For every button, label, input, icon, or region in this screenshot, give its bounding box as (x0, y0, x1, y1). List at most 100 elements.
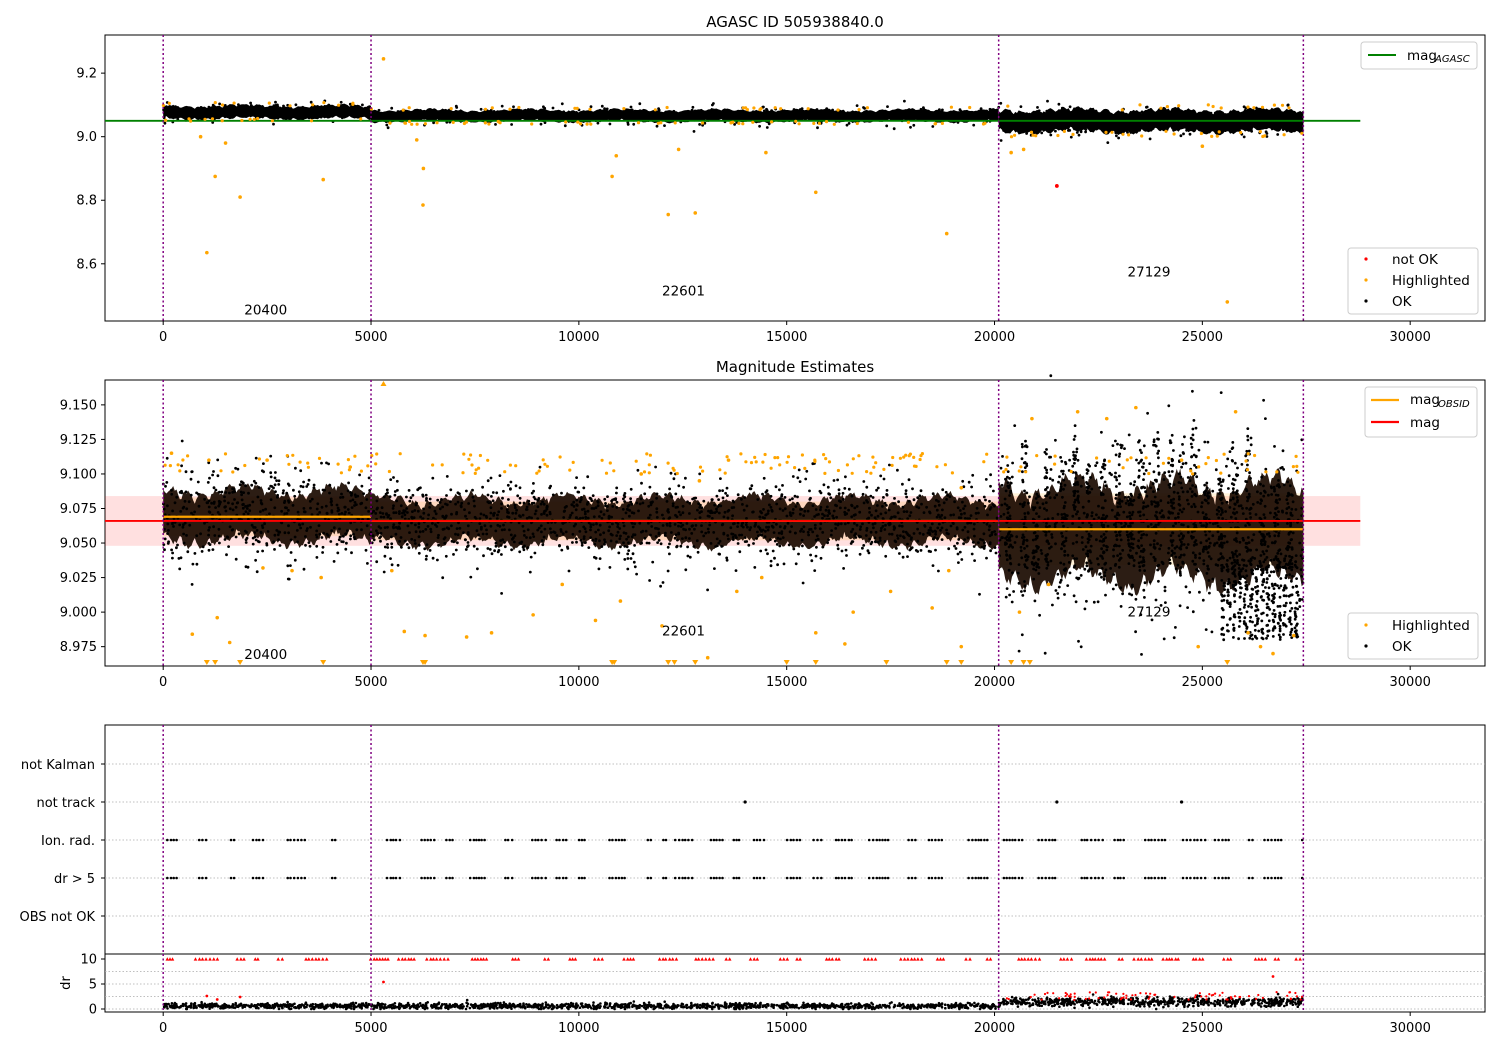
ok-point (449, 500, 452, 503)
highlighted-point (1140, 134, 1144, 138)
ok-point (1254, 586, 1257, 589)
ok-point (1139, 613, 1143, 617)
ok-point (1080, 541, 1084, 544)
ok-point (989, 473, 992, 477)
ok-point (555, 534, 559, 537)
ok-point (961, 117, 965, 120)
ok-point (876, 486, 880, 490)
ok-point (1055, 493, 1058, 497)
ok-point (940, 538, 944, 541)
ok-point (1237, 625, 1241, 628)
ok-point (415, 501, 418, 505)
ok-point (733, 123, 736, 126)
ok-point (1217, 115, 1221, 119)
ok-point (949, 524, 953, 528)
ok-point (1208, 591, 1211, 595)
ok-point (737, 114, 740, 117)
highlighted-point (666, 212, 671, 217)
ok-point (463, 508, 466, 511)
ok-point (985, 556, 988, 560)
ok-point (230, 114, 234, 117)
ok-point (1087, 499, 1091, 503)
ok-point (289, 538, 293, 542)
ok-point (452, 553, 455, 556)
ok-point (190, 583, 194, 586)
ok-point (905, 495, 908, 499)
ok-point (444, 502, 447, 506)
ok-point (845, 512, 849, 516)
highlighted-point (1210, 134, 1214, 138)
ok-point (1156, 523, 1160, 526)
ok-point (916, 539, 920, 543)
ok-point (874, 509, 878, 513)
ok-point (676, 505, 679, 509)
ok-point (760, 511, 763, 515)
ok-point (1085, 564, 1089, 568)
ok-point (770, 524, 774, 528)
highlighted-point (1046, 582, 1051, 587)
ok-point (1047, 542, 1051, 545)
ok-point (963, 512, 966, 515)
ok-point (1024, 565, 1027, 568)
ok-point (1037, 109, 1041, 113)
ok-point (1186, 543, 1190, 546)
ok-point (674, 533, 678, 537)
ok-point (930, 114, 933, 117)
ok-point (269, 471, 273, 475)
ok-point (302, 507, 306, 510)
ok-point (386, 525, 389, 529)
ok-point (1118, 482, 1121, 486)
ok-point (933, 504, 937, 508)
highlighted-point (517, 105, 521, 110)
ok-point (187, 108, 191, 111)
ok-point (1251, 572, 1255, 576)
ok-point (1137, 461, 1141, 465)
ok-point (494, 529, 498, 533)
ok-point (847, 116, 850, 120)
ok-point (1233, 600, 1237, 603)
ok-point (1155, 510, 1158, 514)
ok-point (1250, 633, 1254, 637)
ok-point (587, 546, 591, 549)
ok-point (1258, 112, 1261, 116)
ok-point (489, 511, 493, 515)
ok-point (1063, 483, 1067, 487)
ok-point (1230, 459, 1234, 462)
ok-point (1102, 538, 1106, 541)
ok-point (1171, 464, 1174, 468)
ok-point (212, 525, 216, 529)
ok-point (367, 476, 371, 480)
ok-point (1178, 508, 1182, 512)
highlighted-point (770, 120, 774, 124)
ok-point (1033, 506, 1037, 510)
highlighted-point (1217, 130, 1221, 134)
ok-point (661, 524, 665, 527)
ok-point (428, 501, 432, 505)
highlighted-point (836, 108, 840, 112)
ok-point (1034, 524, 1038, 528)
ok-point (1229, 125, 1233, 129)
ok-point (1235, 474, 1239, 478)
ok-point (1283, 584, 1287, 587)
ok-point (1224, 510, 1227, 513)
ok-point (862, 544, 866, 547)
ok-point (170, 115, 174, 119)
ok-point (814, 538, 818, 542)
ok-point (1238, 540, 1242, 544)
ok-point (1244, 454, 1248, 458)
ok-point (509, 480, 513, 484)
ok-point (360, 484, 364, 488)
ok-point (961, 479, 965, 483)
highlighted-point (618, 599, 623, 603)
ok-point (749, 487, 753, 491)
ok-point (279, 107, 283, 111)
ok-point (1167, 404, 1171, 408)
ok-point (1103, 459, 1106, 463)
ok-point (1180, 510, 1184, 514)
highlighted-point (949, 105, 954, 109)
ok-point (684, 536, 688, 540)
ok-point (165, 456, 169, 460)
highlighted-point (676, 147, 681, 152)
ok-point (1185, 128, 1188, 132)
ok-point (1140, 544, 1143, 547)
